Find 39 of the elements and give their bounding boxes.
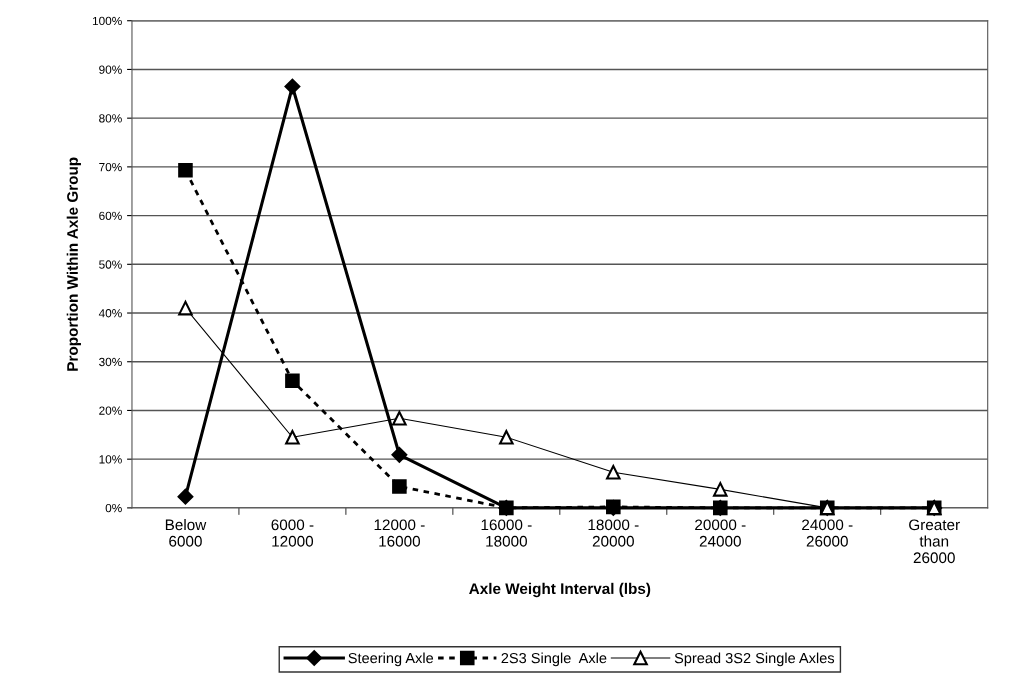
y-tick-label: 10% (99, 455, 122, 464)
x-tick-label: 16000 - 18000 (481, 519, 532, 547)
y-tick-label: 100% (92, 16, 122, 26)
legend-label: Steering Axle (348, 652, 434, 667)
point (285, 373, 300, 389)
x-tick-label: Greater than 26000 (909, 519, 960, 564)
x-tick-label: 20000 - 24000 (695, 519, 746, 547)
y-tick-label: 30% (99, 357, 122, 367)
point (499, 429, 514, 445)
x-tick-label: 24000 - 26000 (802, 519, 853, 547)
point (499, 500, 514, 516)
y-tick-label: 50% (99, 260, 122, 269)
point (606, 499, 621, 515)
point (178, 300, 193, 316)
point (392, 410, 407, 426)
y-tick-label: 60% (99, 211, 122, 220)
y-axis-title: Proportion Within Axle Group (66, 157, 81, 371)
legend-label: Spread 3S2 Single Axles (674, 652, 835, 667)
y-tick-label: 90% (99, 65, 122, 74)
point (178, 163, 193, 178)
point (392, 479, 407, 494)
x-tick-label: 6000 - 12000 (271, 519, 314, 547)
point (712, 500, 728, 516)
y-tick-label: 80% (99, 114, 122, 123)
point (606, 465, 621, 480)
point (712, 482, 728, 497)
legend-label: 2S3 Single Axle (501, 652, 607, 667)
x-tick-label: Below 6000 (165, 519, 207, 547)
x-tick-label: 18000 - 20000 (588, 519, 639, 547)
y-tick-label: 70% (99, 162, 122, 172)
x-tick-label: 12000 - 16000 (374, 519, 425, 547)
y-tick-label: 20% (99, 406, 122, 415)
point (285, 429, 300, 445)
point (391, 446, 408, 463)
y-tick-label: 40% (98, 309, 122, 318)
x-axis-title: Axle Weight Interval (lbs) (469, 582, 651, 598)
y-tick-label: 0% (105, 503, 122, 513)
point (284, 78, 301, 95)
point (177, 488, 194, 505)
